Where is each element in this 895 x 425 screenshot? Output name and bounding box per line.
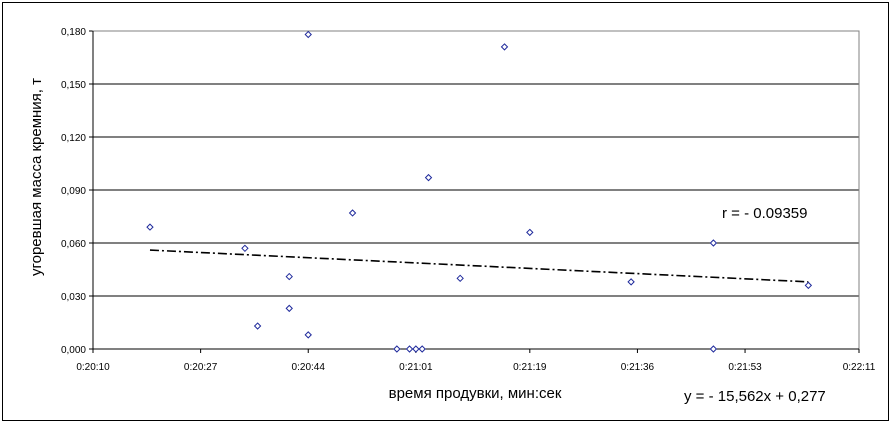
- chart-frame: 0,000 0,030 0,060 0,090 0,120 0,150 0,180 0:20…: [2, 2, 889, 421]
- data-point: [709, 239, 718, 247]
- x-tick-label: 0:20:27: [184, 362, 218, 373]
- correlation-annotation: r = - 0.09359: [722, 205, 807, 222]
- data-point: [304, 30, 312, 39]
- data-point: [418, 345, 426, 353]
- data-point: [285, 304, 293, 313]
- y-tick-label: 0,180: [61, 27, 86, 38]
- y-tick-label: 0,090: [61, 186, 86, 197]
- regression-equation: y = - 15,562x + 0,277: [684, 388, 826, 405]
- data-point: [304, 331, 312, 339]
- data-point: [424, 173, 433, 182]
- x-tick-label: 0:21:19: [513, 362, 547, 373]
- data-point: [393, 345, 401, 353]
- y-tick-labels: 0,000 0,030 0,060 0,090 0,120 0,150 0,180: [61, 27, 86, 356]
- x-tick-label: 0:21:36: [621, 362, 655, 373]
- y-tick-label: 0,000: [61, 345, 86, 356]
- data-point: [709, 345, 718, 353]
- data-point: [526, 228, 534, 237]
- data-points: [146, 30, 813, 353]
- data-point: [627, 278, 635, 286]
- x-tick-label: 0:20:10: [76, 362, 110, 373]
- y-tick-label: 0,060: [61, 239, 86, 250]
- y-tick-label: 0,150: [61, 80, 86, 91]
- data-point: [241, 244, 249, 253]
- data-point: [456, 274, 464, 283]
- data-point: [804, 281, 813, 290]
- data-point: [500, 43, 509, 51]
- data-point: [146, 223, 154, 231]
- axes: [89, 30, 860, 353]
- scatter-chart: 0,000 0,030 0,060 0,090 0,120 0,150 0,180 0:20…: [28, 27, 876, 405]
- data-point: [285, 272, 293, 281]
- y-tick-label: 0,030: [61, 292, 86, 303]
- y-tick-label: 0,120: [61, 133, 86, 144]
- data-point: [348, 209, 357, 217]
- trend-line: [149, 249, 809, 283]
- x-tick-label: 0:20:44: [292, 362, 326, 373]
- grid-lines: [93, 30, 859, 297]
- data-point: [405, 345, 414, 353]
- x-tick-label: 0:21:01: [399, 362, 433, 373]
- x-axis-title: время продувки, мин:сек: [389, 385, 562, 402]
- data-point: [253, 322, 262, 330]
- data-point: [412, 345, 420, 353]
- y-axis-title: угоревшая масса кремния, т: [28, 78, 45, 276]
- trend-line-group: [149, 249, 809, 283]
- x-tick-label: 0:21:53: [728, 362, 762, 373]
- x-tick-label: 0:22:11: [843, 362, 876, 373]
- x-tick-labels: 0:20:10 0:20:27 0:20:44 0:21:01 0:21:19 0:21:…: [76, 362, 875, 373]
